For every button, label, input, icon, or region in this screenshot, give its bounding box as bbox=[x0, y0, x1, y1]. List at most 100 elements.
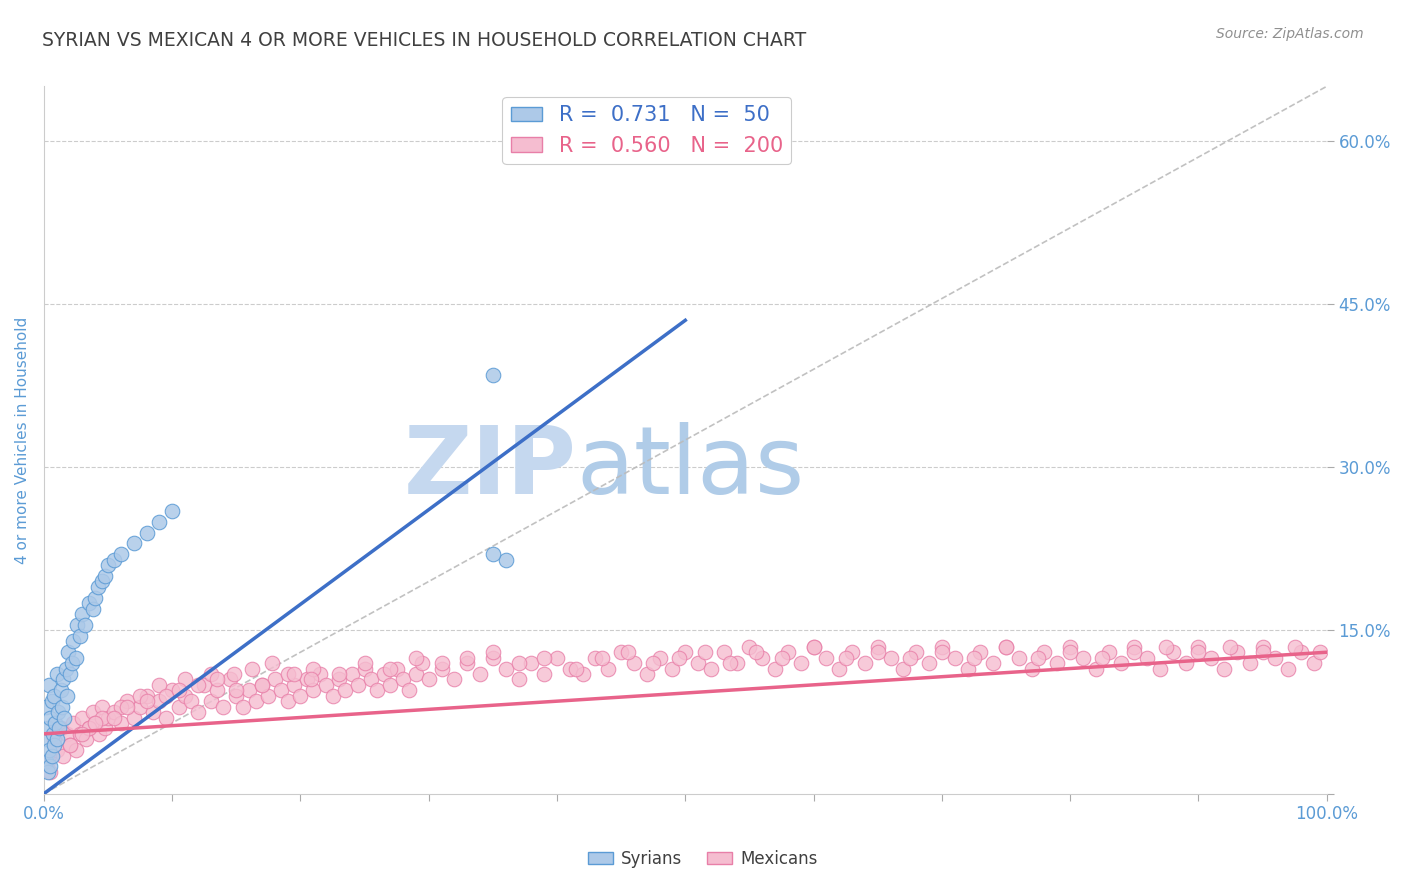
Point bbox=[58, 667, 80, 681]
Point bbox=[688, 656, 710, 670]
Point bbox=[1264, 650, 1286, 665]
Point bbox=[1161, 645, 1184, 659]
Point bbox=[834, 650, 856, 665]
Point bbox=[1046, 656, 1069, 670]
Point bbox=[931, 640, 953, 654]
Point bbox=[135, 525, 157, 540]
Point bbox=[66, 618, 89, 632]
Point bbox=[385, 661, 408, 675]
Point bbox=[610, 645, 633, 659]
Point bbox=[174, 689, 197, 703]
Point bbox=[905, 645, 928, 659]
Point bbox=[1111, 656, 1133, 670]
Point bbox=[1008, 650, 1031, 665]
Point bbox=[60, 656, 83, 670]
Point bbox=[44, 689, 66, 703]
Point bbox=[700, 661, 723, 675]
Point bbox=[533, 667, 555, 681]
Point bbox=[456, 656, 478, 670]
Point bbox=[380, 678, 402, 692]
Point bbox=[55, 661, 77, 675]
Point bbox=[1277, 661, 1299, 675]
Point bbox=[180, 694, 202, 708]
Point bbox=[45, 732, 67, 747]
Point bbox=[1026, 650, 1049, 665]
Point bbox=[222, 667, 245, 681]
Point bbox=[893, 661, 915, 675]
Point bbox=[232, 699, 254, 714]
Legend: R =  0.731   N =  50, R =  0.560   N =  200: R = 0.731 N = 50, R = 0.560 N = 200 bbox=[502, 96, 792, 164]
Text: Source: ZipAtlas.com: Source: ZipAtlas.com bbox=[1216, 27, 1364, 41]
Point bbox=[1187, 645, 1209, 659]
Point bbox=[240, 661, 263, 675]
Point bbox=[97, 710, 120, 724]
Point bbox=[69, 629, 91, 643]
Point bbox=[35, 699, 58, 714]
Point bbox=[250, 678, 273, 692]
Point bbox=[482, 368, 505, 382]
Point bbox=[1239, 656, 1261, 670]
Point bbox=[828, 661, 851, 675]
Point bbox=[995, 640, 1018, 654]
Point bbox=[49, 722, 72, 736]
Point bbox=[565, 661, 588, 675]
Point bbox=[443, 673, 465, 687]
Point bbox=[738, 640, 761, 654]
Point bbox=[45, 743, 67, 757]
Point bbox=[245, 694, 267, 708]
Point bbox=[72, 710, 94, 724]
Text: ZIP: ZIP bbox=[404, 422, 576, 515]
Point bbox=[353, 661, 375, 675]
Point bbox=[193, 678, 215, 692]
Point bbox=[591, 650, 613, 665]
Point bbox=[200, 667, 222, 681]
Point bbox=[94, 569, 117, 583]
Point bbox=[1071, 650, 1094, 665]
Point bbox=[283, 667, 305, 681]
Point bbox=[44, 732, 66, 747]
Point bbox=[969, 645, 991, 659]
Point bbox=[84, 591, 107, 605]
Point bbox=[62, 634, 84, 648]
Point bbox=[37, 722, 59, 736]
Point bbox=[82, 601, 104, 615]
Point bbox=[167, 699, 190, 714]
Point bbox=[643, 656, 665, 670]
Point bbox=[75, 732, 97, 747]
Point bbox=[41, 694, 63, 708]
Point bbox=[1251, 645, 1274, 659]
Point bbox=[52, 673, 75, 687]
Point bbox=[571, 667, 593, 681]
Point bbox=[405, 667, 427, 681]
Point bbox=[1251, 640, 1274, 654]
Point bbox=[508, 673, 530, 687]
Point bbox=[148, 678, 170, 692]
Point bbox=[1021, 661, 1043, 675]
Point bbox=[1187, 640, 1209, 654]
Point bbox=[1199, 650, 1222, 665]
Point bbox=[65, 743, 87, 757]
Point bbox=[322, 689, 344, 703]
Point bbox=[174, 673, 197, 687]
Point bbox=[328, 673, 350, 687]
Point bbox=[212, 699, 235, 714]
Point bbox=[713, 645, 735, 659]
Point bbox=[1059, 645, 1081, 659]
Point bbox=[103, 705, 125, 719]
Point bbox=[648, 650, 671, 665]
Point bbox=[225, 683, 247, 698]
Point bbox=[508, 656, 530, 670]
Point bbox=[48, 722, 70, 736]
Point bbox=[751, 650, 773, 665]
Point bbox=[866, 645, 889, 659]
Point bbox=[87, 727, 110, 741]
Point bbox=[295, 673, 318, 687]
Point bbox=[110, 699, 132, 714]
Point bbox=[468, 667, 491, 681]
Point bbox=[58, 738, 80, 752]
Point bbox=[122, 536, 145, 550]
Point bbox=[52, 748, 75, 763]
Point bbox=[482, 547, 505, 561]
Point bbox=[38, 743, 60, 757]
Point bbox=[373, 667, 395, 681]
